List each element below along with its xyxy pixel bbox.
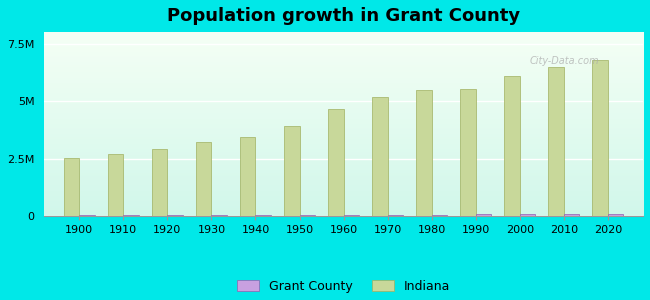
Bar: [592, 60, 608, 216]
Bar: [608, 214, 623, 216]
Bar: [255, 215, 271, 216]
Bar: [300, 215, 315, 216]
Bar: [387, 215, 403, 216]
Bar: [564, 214, 579, 216]
Bar: [79, 215, 95, 216]
Bar: [460, 88, 476, 216]
Legend: Grant County, Indiana: Grant County, Indiana: [231, 275, 456, 298]
Bar: [64, 158, 79, 216]
Bar: [344, 215, 359, 216]
Bar: [108, 154, 124, 216]
Text: City-Data.com: City-Data.com: [529, 56, 599, 66]
Bar: [124, 215, 138, 216]
Bar: [416, 90, 432, 216]
Bar: [196, 142, 211, 216]
Bar: [240, 137, 255, 216]
Title: Population growth in Grant County: Population growth in Grant County: [167, 7, 520, 25]
Bar: [476, 214, 491, 216]
Bar: [167, 215, 183, 216]
Bar: [504, 76, 520, 216]
Bar: [152, 148, 167, 216]
Bar: [211, 215, 227, 216]
Bar: [432, 214, 447, 216]
Bar: [372, 97, 387, 216]
Bar: [549, 67, 564, 216]
Bar: [284, 125, 300, 216]
Bar: [520, 214, 535, 216]
Bar: [328, 109, 344, 216]
